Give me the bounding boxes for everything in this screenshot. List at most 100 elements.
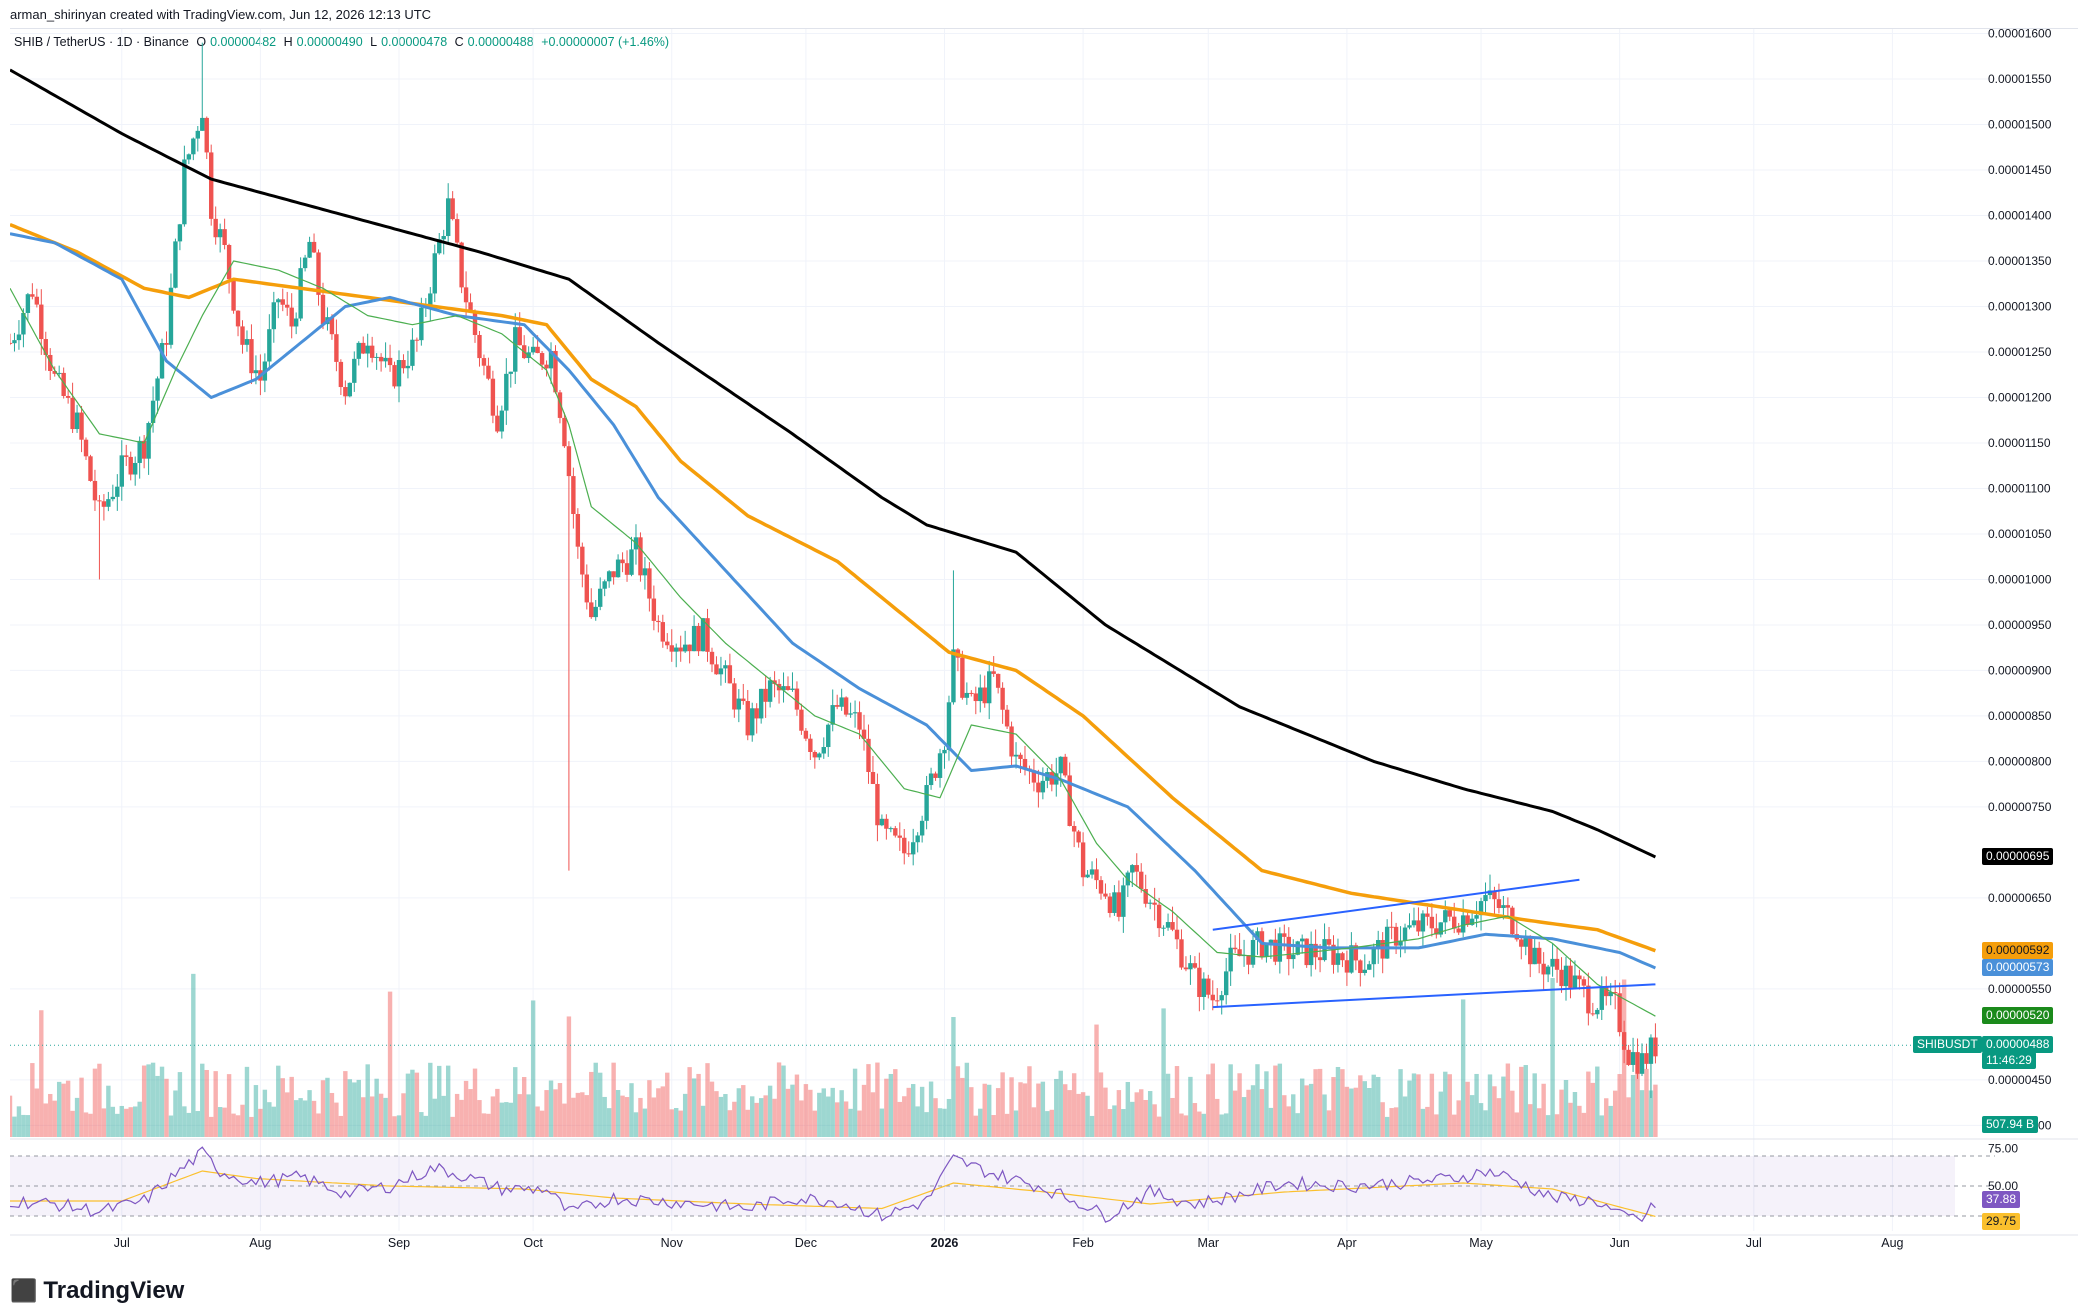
candle-body xyxy=(445,198,451,237)
price-tag: 0.00000573 xyxy=(1982,958,2054,976)
volume-bar xyxy=(951,1017,956,1137)
volume-bar xyxy=(1514,1112,1520,1137)
candle-body xyxy=(1232,947,1238,950)
candle-body xyxy=(365,345,370,354)
volume-bar xyxy=(195,1111,200,1137)
volume-bar xyxy=(964,1062,970,1137)
candle-body xyxy=(593,606,598,618)
candle-body xyxy=(1183,967,1189,970)
candle-body xyxy=(969,692,974,694)
candle-body xyxy=(826,724,831,748)
candle-body xyxy=(320,294,326,325)
price-tag: 0.00000695 xyxy=(1982,847,2054,865)
volume-bar xyxy=(1237,1073,1242,1137)
rsi-tick-label: 75.00 xyxy=(1988,1142,2018,1156)
candle-body xyxy=(915,835,920,843)
close-label: C xyxy=(454,35,464,49)
candle-body xyxy=(1653,1037,1658,1057)
candle-body xyxy=(1264,944,1269,958)
candle-body xyxy=(1317,957,1323,961)
candle-body xyxy=(1040,780,1046,793)
volume-bar xyxy=(1089,1115,1095,1137)
candle-body xyxy=(352,358,357,383)
volume-bar xyxy=(235,1115,241,1137)
y-tick-label: 0.00000550 xyxy=(1988,982,2052,996)
volume-bar xyxy=(539,1110,545,1137)
volume-bar xyxy=(280,1078,285,1137)
candle-body xyxy=(1402,927,1408,941)
volume-tag: 507.94 B xyxy=(1982,1116,2039,1133)
candle-body xyxy=(1058,756,1063,774)
volume-bar xyxy=(562,1103,567,1137)
chart-area[interactable]: 0.00001600 0.00001550 0.00001500 0.00001450… xyxy=(10,28,2078,1259)
volume-bar xyxy=(137,1101,142,1137)
candle-body xyxy=(1170,922,1175,930)
candle-body xyxy=(848,713,853,715)
volume-bar xyxy=(141,1065,147,1137)
volume-bar xyxy=(1550,978,1555,1137)
candle-body xyxy=(870,771,876,784)
volume-bar xyxy=(56,1081,62,1137)
volume-bar xyxy=(150,1062,156,1137)
tradingview-logo[interactable]: ⬛ TradingView xyxy=(10,1277,184,1305)
candle-body xyxy=(602,581,607,589)
candle-body xyxy=(1067,775,1072,826)
candle-body xyxy=(1608,992,1613,997)
volume-bar xyxy=(656,1088,661,1137)
volume-bar xyxy=(584,1095,589,1137)
volume-bar xyxy=(52,1100,57,1137)
chart-canvas[interactable]: 0.00001600 0.00001550 0.00001500 0.00001450… xyxy=(10,29,2078,1259)
volume-bar xyxy=(468,1089,473,1137)
candle-body xyxy=(459,242,464,288)
candle-body xyxy=(1161,927,1166,929)
volume-bar xyxy=(361,1097,366,1137)
volume-bar xyxy=(1286,1106,1291,1137)
candle-body xyxy=(1577,975,1582,980)
candle-body xyxy=(124,455,129,457)
symbol-label[interactable]: SHIB / TetherUS · 1D · Binance xyxy=(14,35,189,49)
volume-bar xyxy=(1626,1097,1631,1137)
volume-bar xyxy=(647,1080,652,1137)
candle-body xyxy=(441,236,446,240)
volume-bar xyxy=(1313,1069,1318,1137)
candle-body xyxy=(1563,965,1569,987)
candle-body xyxy=(1121,885,1126,917)
candle-body xyxy=(334,334,339,362)
volume-bar xyxy=(61,1083,66,1137)
volume-bar xyxy=(665,1072,670,1137)
candle-body xyxy=(490,378,496,416)
x-tick-label: Apr xyxy=(1337,1236,1356,1250)
close-value: 0.00000488 xyxy=(467,35,534,49)
rsi-pane: 75.00 50.00 xyxy=(10,1142,2018,1223)
candle-body xyxy=(1206,978,1211,995)
candle-body xyxy=(1210,994,1215,1001)
volume-bar xyxy=(1407,1080,1412,1137)
volume-bar xyxy=(834,1102,840,1137)
candle-body xyxy=(1085,874,1090,878)
volume-bar xyxy=(843,1101,849,1137)
candle-body xyxy=(553,350,558,393)
volume-bar xyxy=(481,1113,487,1137)
candle-body xyxy=(302,257,308,269)
volume-bar xyxy=(1501,1076,1506,1137)
volume-bar xyxy=(910,1084,916,1137)
volume-bar xyxy=(1268,1107,1274,1137)
volume-bar xyxy=(839,1090,844,1137)
volume-bar xyxy=(817,1092,822,1137)
volume-bar xyxy=(1519,1066,1524,1137)
volume-bar xyxy=(495,1088,500,1137)
candle-body xyxy=(173,241,178,288)
candle-body xyxy=(1362,969,1367,974)
volume-bar xyxy=(866,1064,871,1137)
candle-body xyxy=(195,130,200,139)
volume-bar xyxy=(21,1114,26,1137)
volume-bar xyxy=(893,1069,898,1137)
volume-bar xyxy=(1058,1070,1063,1137)
volume-bar xyxy=(870,1092,876,1137)
candle-body xyxy=(231,279,236,311)
candle-body xyxy=(611,571,616,578)
candle-body xyxy=(879,818,885,826)
candle-body xyxy=(92,480,98,501)
high-value: 0.00000490 xyxy=(296,35,363,49)
volume-bar xyxy=(1572,1091,1578,1137)
